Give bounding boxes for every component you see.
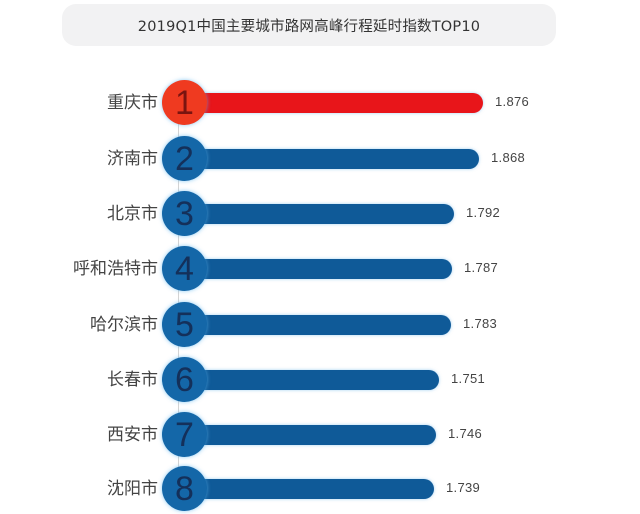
city-label: 北京市 bbox=[107, 204, 158, 224]
bar bbox=[184, 315, 451, 335]
bar bbox=[184, 204, 454, 224]
chart-title-box: 2019Q1中国主要城市路网高峰行程延时指数TOP10 bbox=[62, 4, 556, 46]
bar-row: 西安市 7 1.746 bbox=[0, 410, 640, 460]
city-label: 重庆市 bbox=[107, 93, 158, 113]
rank-badge: 1 bbox=[162, 80, 207, 125]
bar-row: 呼和浩特市 4 1.787 bbox=[0, 244, 640, 294]
axis-line bbox=[178, 110, 179, 489]
chart-title: 2019Q1中国主要城市路网高峰行程延时指数TOP10 bbox=[137, 18, 481, 35]
value-label: 1.792 bbox=[466, 205, 501, 220]
bar bbox=[184, 149, 479, 169]
bar-row: 长春市 6 1.751 bbox=[0, 355, 640, 405]
value-label: 1.787 bbox=[464, 260, 499, 275]
bar-row: 重庆市 1 1.876 bbox=[0, 78, 640, 128]
bar bbox=[184, 425, 436, 445]
rank-badge: 7 bbox=[162, 412, 207, 457]
rank-number: 3 bbox=[175, 194, 194, 233]
city-label: 哈尔滨市 bbox=[90, 315, 158, 335]
bar-row: 哈尔滨市 5 1.783 bbox=[0, 300, 640, 350]
value-label: 1.746 bbox=[448, 426, 483, 441]
bar-row: 北京市 3 1.792 bbox=[0, 189, 640, 239]
rank-badge: 5 bbox=[162, 302, 207, 347]
value-label: 1.739 bbox=[446, 480, 481, 495]
value-label: 1.876 bbox=[495, 94, 530, 109]
rank-badge: 3 bbox=[162, 191, 207, 236]
city-label: 西安市 bbox=[107, 425, 158, 445]
rank-number: 5 bbox=[175, 305, 194, 344]
rank-badge: 6 bbox=[162, 357, 207, 402]
value-label: 1.751 bbox=[451, 371, 486, 386]
city-label: 沈阳市 bbox=[107, 479, 158, 499]
bar bbox=[184, 479, 434, 499]
city-label: 呼和浩特市 bbox=[73, 259, 158, 279]
rank-number: 1 bbox=[175, 83, 194, 122]
city-label: 济南市 bbox=[107, 149, 158, 169]
rank-number: 6 bbox=[175, 360, 194, 399]
bar-row: 济南市 2 1.868 bbox=[0, 134, 640, 184]
value-label: 1.868 bbox=[491, 150, 526, 165]
bar bbox=[184, 370, 439, 390]
rank-number: 4 bbox=[175, 249, 194, 288]
bar bbox=[184, 259, 452, 279]
rank-number: 2 bbox=[175, 139, 194, 178]
rank-number: 7 bbox=[175, 415, 194, 454]
bar bbox=[184, 93, 483, 113]
bar-row: 沈阳市 8 1.739 bbox=[0, 464, 640, 514]
rank-badge: 2 bbox=[162, 136, 207, 181]
rank-badge: 4 bbox=[162, 246, 207, 291]
value-label: 1.783 bbox=[463, 316, 498, 331]
city-label: 长春市 bbox=[107, 370, 158, 390]
